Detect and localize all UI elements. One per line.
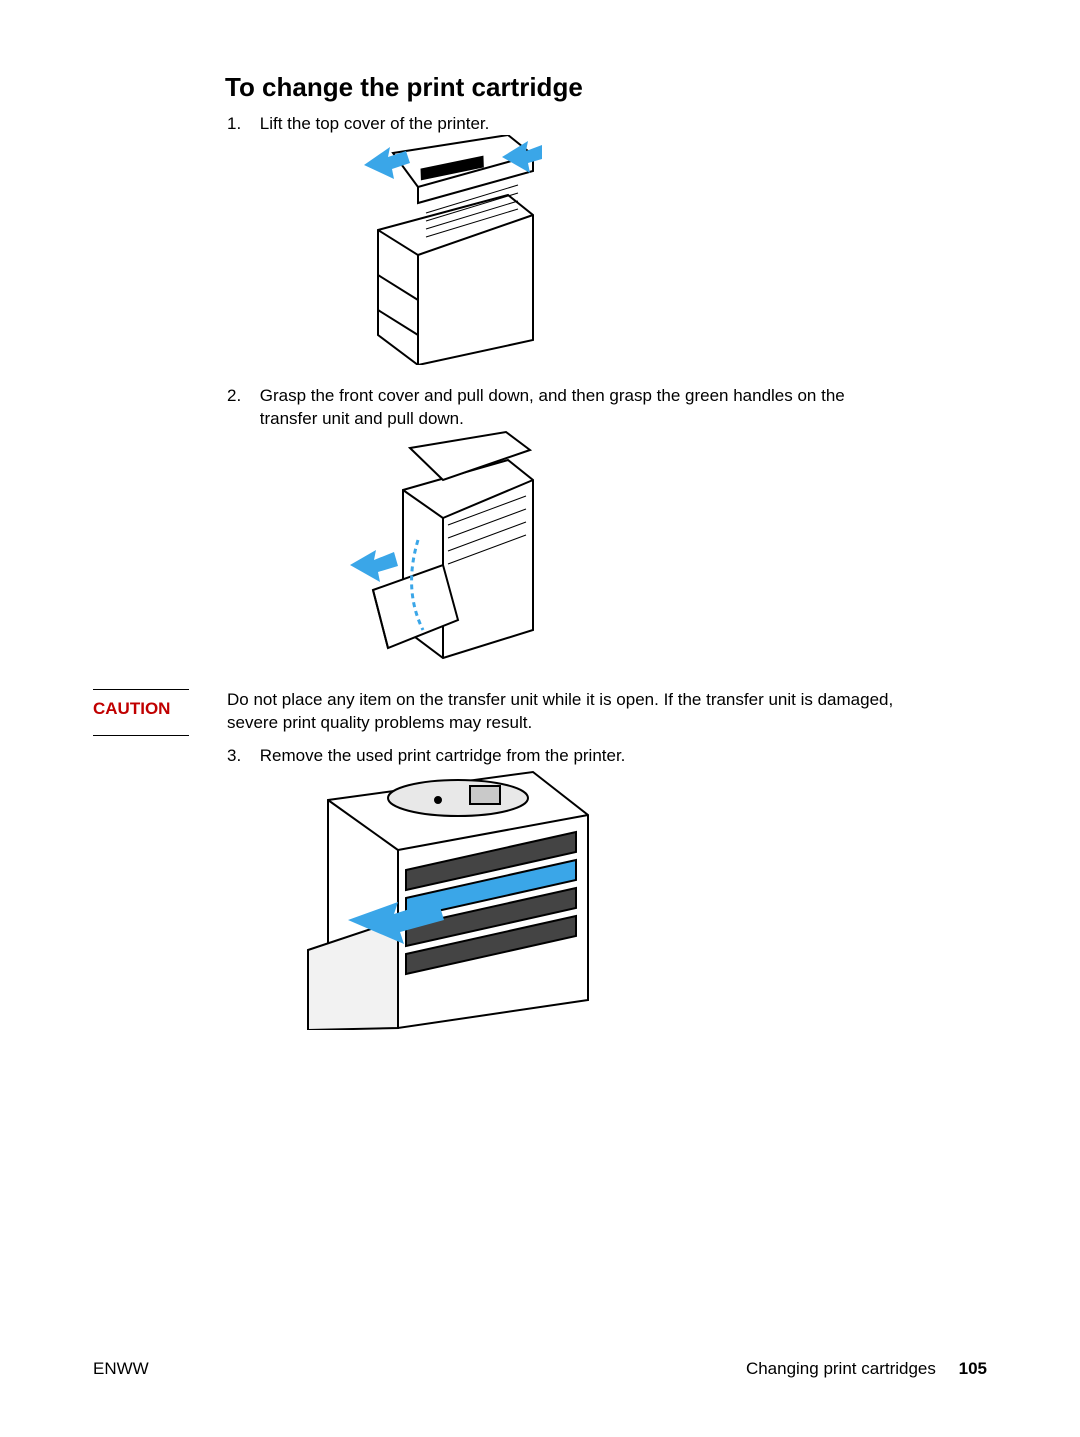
caution-label: CAUTION <box>93 689 189 736</box>
step-2: 2. Grasp the front cover and pull down, … <box>227 385 890 431</box>
step-3-text: Remove the used print cartridge from the… <box>260 745 890 768</box>
step-2-text: Grasp the front cover and pull down, and… <box>260 385 890 431</box>
step-2-number: 2. <box>227 385 255 408</box>
footer-right: Changing print cartridges 105 <box>746 1359 987 1379</box>
caution-text: Do not place any item on the transfer un… <box>227 689 917 735</box>
page-footer: ENWW Changing print cartridges 105 <box>93 1359 987 1379</box>
step-1: 1. Lift the top cover of the printer. <box>227 113 890 136</box>
footer-section-title: Changing print cartridges <box>746 1359 936 1378</box>
footer-left: ENWW <box>93 1359 149 1379</box>
figure-lift-top-cover <box>358 135 548 370</box>
figure-pull-front-cover <box>348 430 548 665</box>
page-number: 105 <box>959 1359 987 1378</box>
section-heading: To change the print cartridge <box>225 72 583 103</box>
step-1-text: Lift the top cover of the printer. <box>260 113 890 136</box>
step-3: 3. Remove the used print cartridge from … <box>227 745 890 768</box>
manual-page: To change the print cartridge 1. Lift th… <box>0 0 1080 1437</box>
step-3-number: 3. <box>227 745 255 768</box>
step-1-number: 1. <box>227 113 255 136</box>
figure-remove-cartridge <box>288 770 608 1035</box>
